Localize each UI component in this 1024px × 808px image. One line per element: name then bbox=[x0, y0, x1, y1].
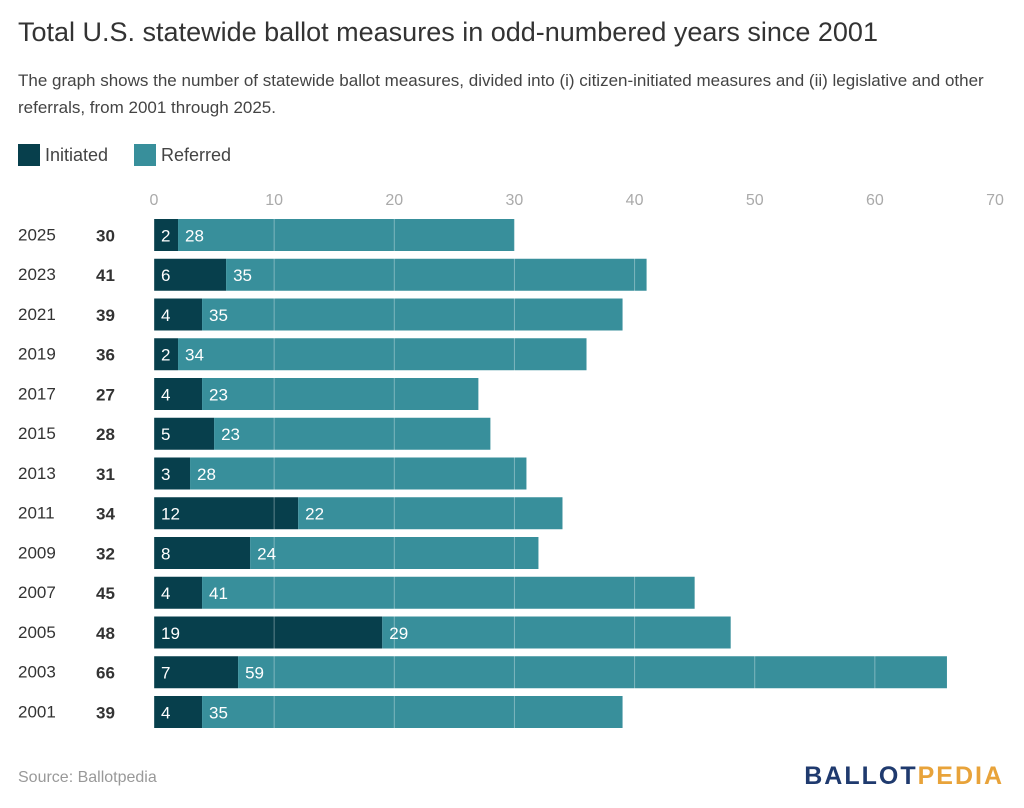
bar-segment bbox=[298, 497, 563, 530]
bar-segment bbox=[238, 656, 947, 689]
y-tick-label: 2011 bbox=[18, 504, 55, 523]
legend-swatch bbox=[134, 144, 156, 166]
chart-subtitle: The graph shows the number of statewide … bbox=[18, 71, 984, 117]
value-label: 22 bbox=[305, 505, 324, 524]
logo: BALLOTPEDIA bbox=[804, 762, 1004, 791]
y-tick-label: 2007 bbox=[18, 583, 56, 602]
value-label: 6 bbox=[161, 266, 170, 285]
chart-title: Total U.S. statewide ballot measures in … bbox=[18, 17, 878, 47]
legend-swatch bbox=[18, 144, 40, 166]
total-label: 41 bbox=[96, 266, 115, 285]
value-label: 24 bbox=[257, 544, 276, 563]
value-label: 35 bbox=[209, 703, 228, 722]
bar-segment bbox=[154, 258, 227, 291]
bar-segment bbox=[154, 696, 203, 728]
bar-segment bbox=[154, 576, 203, 609]
bar-segment bbox=[154, 537, 251, 569]
value-label: 28 bbox=[185, 226, 204, 245]
total-label: 31 bbox=[96, 465, 115, 484]
y-tick-label: 2025 bbox=[18, 225, 56, 244]
total-label: 39 bbox=[96, 306, 115, 325]
y-tick-label: 2017 bbox=[18, 384, 56, 403]
x-tick-label: 60 bbox=[866, 192, 884, 209]
value-label: 4 bbox=[161, 584, 170, 603]
y-tick-label: 2023 bbox=[18, 265, 56, 284]
bar-segment bbox=[154, 656, 239, 689]
y-tick-label: 2021 bbox=[18, 305, 56, 324]
y-tick-label: 2009 bbox=[18, 543, 56, 562]
value-label: 23 bbox=[221, 425, 240, 444]
value-label: 29 bbox=[389, 624, 408, 643]
bar-segment bbox=[178, 338, 587, 371]
value-label: 34 bbox=[185, 346, 204, 365]
value-label: 4 bbox=[161, 385, 170, 404]
bar-segment bbox=[154, 457, 191, 490]
bar-segment bbox=[154, 616, 383, 649]
total-label: 27 bbox=[96, 385, 115, 404]
bar-segment bbox=[382, 616, 731, 649]
x-tick-label: 40 bbox=[626, 192, 644, 209]
bar-segment bbox=[154, 378, 203, 410]
bar-segment bbox=[190, 457, 527, 490]
logo-text: BALLOT bbox=[804, 762, 918, 790]
value-label: 4 bbox=[161, 703, 170, 722]
value-label: 2 bbox=[161, 346, 170, 365]
bar-segment bbox=[154, 298, 203, 331]
value-label: 4 bbox=[161, 306, 170, 325]
x-tick-label: 50 bbox=[746, 192, 764, 209]
total-label: 30 bbox=[96, 226, 115, 245]
value-label: 23 bbox=[209, 385, 228, 404]
value-label: 35 bbox=[233, 266, 252, 285]
x-tick-label: 10 bbox=[265, 192, 283, 209]
bar-segment bbox=[202, 696, 623, 728]
bar-segment bbox=[178, 219, 515, 251]
bar-segment bbox=[154, 497, 299, 530]
value-label: 12 bbox=[161, 505, 180, 524]
total-label: 66 bbox=[96, 664, 115, 683]
bar-segment bbox=[154, 417, 215, 450]
y-tick-label: 2001 bbox=[18, 702, 56, 721]
value-label: 59 bbox=[245, 664, 264, 683]
bar-segment bbox=[154, 338, 179, 371]
value-label: 35 bbox=[209, 306, 228, 325]
bar-segment bbox=[154, 219, 179, 251]
value-label: 28 bbox=[197, 465, 216, 484]
y-tick-label: 2003 bbox=[18, 663, 56, 682]
x-tick-label: 0 bbox=[150, 192, 159, 209]
bar-segment bbox=[202, 378, 479, 410]
legend-label: Referred bbox=[161, 145, 232, 165]
total-label: 28 bbox=[96, 425, 115, 444]
total-label: 39 bbox=[96, 703, 115, 722]
total-label: 48 bbox=[96, 624, 115, 643]
value-label: 41 bbox=[209, 584, 228, 603]
x-tick-label: 70 bbox=[986, 192, 1004, 209]
y-tick-label: 2015 bbox=[18, 424, 56, 443]
bar-segment bbox=[250, 537, 539, 569]
bar-segment bbox=[202, 298, 623, 331]
logo-text: PEDIA bbox=[917, 762, 1004, 790]
value-label: 19 bbox=[161, 624, 180, 643]
value-label: 8 bbox=[161, 544, 170, 563]
bar-segment bbox=[202, 576, 695, 609]
legend-label: Initiated bbox=[45, 145, 109, 165]
total-label: 36 bbox=[96, 346, 115, 365]
total-label: 34 bbox=[96, 505, 115, 524]
y-tick-label: 2005 bbox=[18, 623, 56, 642]
value-label: 2 bbox=[161, 226, 170, 245]
value-label: 5 bbox=[161, 425, 170, 444]
source: Source: Ballotpedia bbox=[18, 769, 157, 786]
bar-segment bbox=[226, 258, 647, 291]
y-tick-label: 2019 bbox=[18, 345, 56, 364]
x-tick-label: 30 bbox=[506, 192, 524, 209]
y-tick-label: 2013 bbox=[18, 464, 56, 483]
total-label: 32 bbox=[96, 544, 115, 563]
total-label: 45 bbox=[96, 584, 115, 603]
bar-segment bbox=[214, 417, 491, 450]
value-label: 7 bbox=[161, 664, 170, 683]
value-label: 3 bbox=[161, 465, 170, 484]
x-tick-label: 20 bbox=[385, 192, 403, 209]
